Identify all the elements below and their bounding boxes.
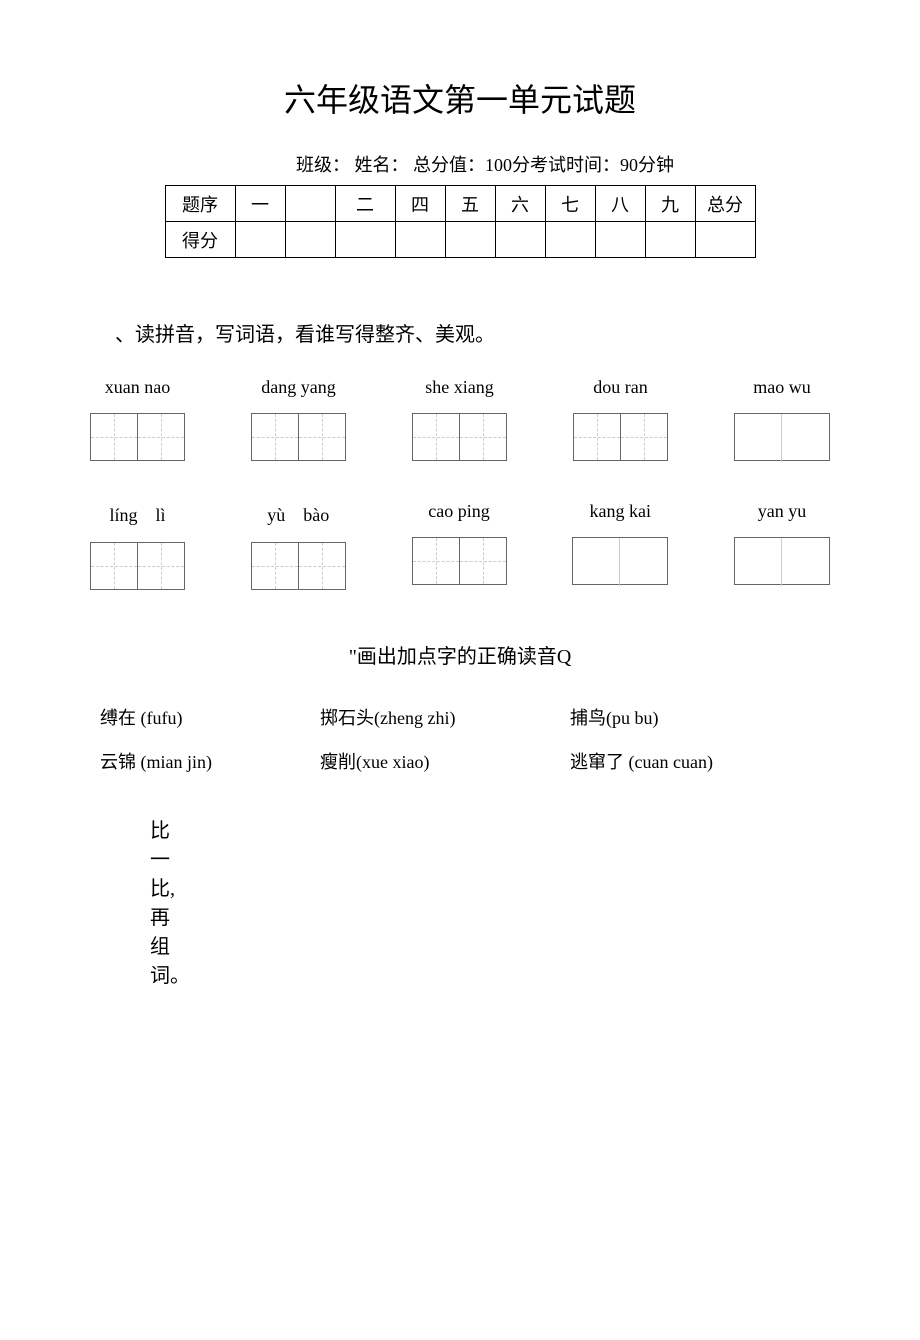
answer-box (734, 537, 830, 585)
pinyin-item: dou ran (573, 377, 668, 461)
answer-box (572, 537, 668, 585)
section-heading: 、读拼音，写词语，看谁写得整齐、美观。 (115, 318, 830, 347)
reading-item: 瘦削(xue xiao) (320, 748, 570, 774)
col-header: 八 (595, 186, 645, 222)
pinyin-label: mao wu (753, 377, 811, 398)
section-2-heading: "画出加点字的正确读音Q (0, 640, 920, 669)
pinyin-item: kang kai (572, 501, 668, 590)
score-cell (595, 222, 645, 258)
reading-item: 云锦 (mian jin) (100, 748, 320, 774)
pinyin-label: she xiang (425, 377, 493, 398)
pinyin-label: dang yang (261, 377, 335, 398)
reading-grid: 缚在 (fufu) 掷石头(zheng zhi) 捕鸟(pu bu) 云锦 (m… (0, 704, 920, 774)
table-row: 得分 (165, 222, 755, 258)
pinyin-label: dou ran (593, 377, 647, 398)
tianzi-box (412, 537, 507, 585)
section-1: 、读拼音，写词语，看谁写得整齐、美观。 (0, 318, 920, 347)
page-title: 六年级语文第一单元试题 (0, 0, 920, 151)
score-cell (545, 222, 595, 258)
pinyin-row: líng lì yù bào cao ping kang kai yan yu (90, 501, 830, 590)
tianzi-box (251, 542, 346, 590)
tianzi-box (251, 413, 346, 461)
row-label: 得分 (165, 222, 235, 258)
exam-info-line: 班级： 姓名： 总分值：100分考试时间：90分钟 (0, 151, 920, 177)
tianzi-box (573, 413, 668, 461)
section-3: 比一比, 再组 词。 (0, 814, 150, 988)
col-header: 九 (645, 186, 695, 222)
pinyin-item: líng lì (90, 501, 185, 590)
row-label: 题序 (165, 186, 235, 222)
pinyin-label: yan yu (758, 501, 807, 522)
score-cell (235, 222, 285, 258)
pinyin-item: yan yu (734, 501, 830, 590)
tianzi-box (90, 413, 185, 461)
pinyin-item: xuan nao (90, 377, 185, 461)
pinyin-label: cao ping (428, 501, 489, 522)
pinyin-label: yù bào (267, 501, 329, 527)
col-header: 四 (395, 186, 445, 222)
score-cell (285, 222, 335, 258)
score-table: 题序 一 二 四 五 六 七 八 九 总分 得分 (165, 185, 756, 258)
col-header (285, 186, 335, 222)
pinyin-item: mao wu (734, 377, 830, 461)
col-header: 七 (545, 186, 595, 222)
pinyin-label: kang kai (590, 501, 651, 522)
score-cell (695, 222, 755, 258)
col-header: 六 (495, 186, 545, 222)
pinyin-grid: xuan nao dang yang she xiang dou ran mao… (0, 377, 920, 590)
pinyin-item: she xiang (412, 377, 507, 461)
pinyin-item: cao ping (412, 501, 507, 590)
reading-item: 掷石头(zheng zhi) (320, 704, 570, 730)
pinyin-row: xuan nao dang yang she xiang dou ran mao… (90, 377, 830, 461)
col-header: 一 (235, 186, 285, 222)
score-cell (495, 222, 545, 258)
score-cell (445, 222, 495, 258)
score-cell (645, 222, 695, 258)
score-cell (335, 222, 395, 258)
reading-item: 逃窜了 (cuan cuan) (570, 748, 820, 774)
reading-row: 云锦 (mian jin) 瘦削(xue xiao) 逃窜了 (cuan cua… (100, 748, 820, 774)
col-header: 二 (335, 186, 395, 222)
reading-row: 缚在 (fufu) 掷石头(zheng zhi) 捕鸟(pu bu) (100, 704, 820, 730)
tianzi-box (412, 413, 507, 461)
reading-item: 缚在 (fufu) (100, 704, 320, 730)
col-header: 五 (445, 186, 495, 222)
col-header: 总分 (695, 186, 755, 222)
reading-item: 捕鸟(pu bu) (570, 704, 820, 730)
pinyin-label: xuan nao (105, 377, 170, 398)
pinyin-item: dang yang (251, 377, 346, 461)
table-row: 题序 一 二 四 五 六 七 八 九 总分 (165, 186, 755, 222)
pinyin-label: líng lì (109, 501, 165, 527)
answer-box (734, 413, 830, 461)
pinyin-item: yù bào (251, 501, 346, 590)
score-cell (395, 222, 445, 258)
tianzi-box (90, 542, 185, 590)
